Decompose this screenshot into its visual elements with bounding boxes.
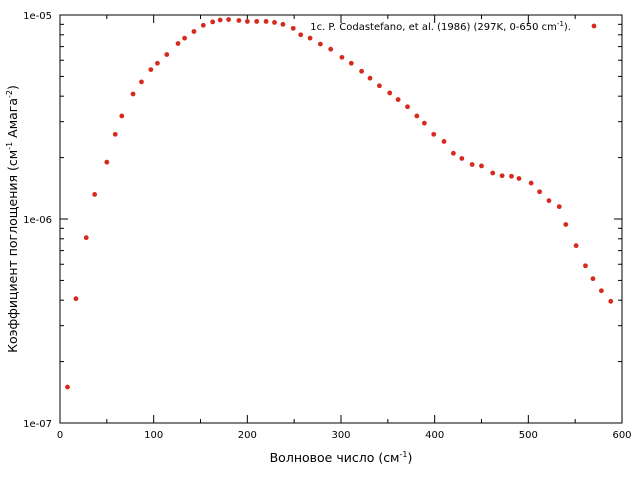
data-point — [490, 170, 496, 176]
data-point — [182, 35, 187, 41]
data-point — [421, 120, 427, 126]
data-point — [119, 113, 125, 119]
x-tick-label: 200 — [238, 430, 257, 441]
data-point — [441, 139, 447, 144]
data-point — [83, 235, 89, 241]
data-point — [263, 19, 269, 24]
data-point — [528, 180, 534, 186]
data-point — [509, 173, 514, 179]
data-point — [377, 83, 382, 89]
data-point — [130, 91, 136, 97]
data-point — [272, 19, 277, 25]
data-point — [431, 131, 437, 137]
data-point — [65, 384, 70, 390]
data-point — [307, 35, 313, 41]
data-point — [387, 90, 393, 96]
data-point — [367, 75, 373, 81]
legend-label: 1c. P. Codastefano, et al. (1986) (297K,… — [310, 20, 571, 33]
data-point — [200, 22, 206, 28]
data-point — [459, 156, 465, 161]
data-point — [317, 41, 323, 47]
data-point — [339, 54, 345, 60]
x-tick-label: 500 — [519, 430, 538, 441]
data-point — [298, 32, 304, 38]
data-point — [328, 46, 334, 52]
data-point — [155, 60, 160, 66]
y-tick-label: 1e-05 — [23, 11, 52, 22]
data-point — [405, 104, 410, 110]
y-tick-label: 1e-06 — [23, 215, 52, 226]
data-point — [598, 288, 604, 294]
data-point — [254, 19, 260, 24]
data-point — [139, 79, 144, 85]
data-point — [499, 173, 505, 179]
x-tick-label: 600 — [612, 430, 631, 441]
data-point — [226, 17, 232, 22]
data-point — [164, 52, 170, 57]
data-point — [546, 198, 552, 204]
plot-frame — [59, 14, 623, 424]
x-tick-label: 0 — [57, 430, 63, 441]
x-tick-label: 100 — [144, 430, 163, 441]
data-point — [280, 21, 286, 27]
data-point — [359, 68, 365, 74]
data-point — [583, 263, 588, 269]
data-point — [348, 60, 354, 66]
data-point — [451, 150, 456, 156]
data-point — [148, 67, 154, 72]
data-point — [479, 163, 484, 169]
data-point — [175, 41, 181, 46]
x-tick-label: 400 — [425, 430, 444, 441]
data-point — [556, 204, 562, 210]
x-axis-title: Волновое число (см-1) — [270, 450, 413, 465]
legend-marker — [591, 23, 597, 29]
data-point — [112, 131, 118, 137]
x-tick-label: 300 — [331, 430, 350, 441]
data-point — [573, 243, 579, 249]
data-point — [191, 29, 197, 34]
data-point — [395, 97, 401, 102]
data-point — [414, 113, 420, 119]
data-point — [537, 189, 542, 195]
data-points — [65, 17, 614, 390]
data-point — [516, 176, 522, 181]
data-point — [244, 19, 250, 24]
data-point — [608, 298, 614, 304]
data-point — [236, 18, 242, 23]
legend: 1c. P. Codastefano, et al. (1986) (297K,… — [310, 20, 597, 33]
data-point — [469, 162, 475, 167]
data-point — [590, 276, 596, 282]
data-point — [92, 192, 98, 197]
y-axis-title: Коэффициент поглощения (см-1 Амага-2) — [5, 85, 20, 353]
data-point — [290, 25, 296, 31]
data-point — [73, 296, 79, 302]
data-point — [104, 159, 110, 165]
axis-ticks: 0 100 200 300 400 500 600 1e-07 1e-06 1e-05 — [23, 11, 631, 441]
y-tick-label: 1e-07 — [23, 419, 52, 430]
data-point — [210, 19, 216, 25]
data-point — [217, 17, 223, 23]
data-point — [563, 222, 569, 227]
